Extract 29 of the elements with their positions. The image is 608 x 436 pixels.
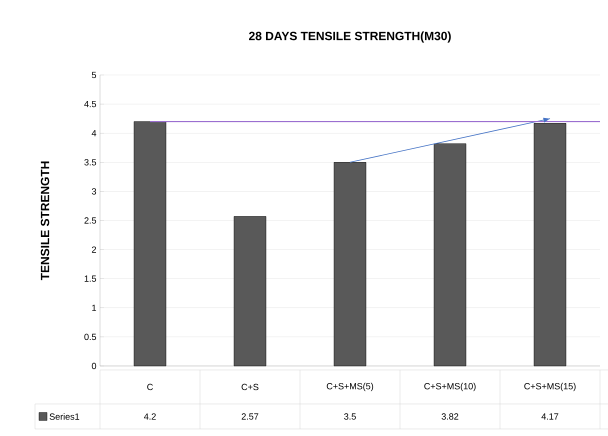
bar — [234, 216, 266, 366]
x-tick-label: C+S+MS(15) — [524, 382, 576, 392]
y-tick-label: 2.5 — [84, 217, 96, 224]
y-tick-label: 2 — [92, 246, 96, 253]
y-axis-title: TENSILE STRENGTH — [40, 162, 50, 280]
y-tick-label: 4 — [92, 130, 96, 136]
y-tick-label: 3.5 — [84, 159, 96, 166]
bar — [134, 121, 166, 366]
bar — [434, 143, 466, 366]
y-tick-label: 1.5 — [84, 276, 96, 282]
x-tick-label: C+S+MS(10) — [424, 382, 476, 392]
data-label: 3.82 — [442, 413, 458, 420]
y-tick-label: 1 — [92, 304, 96, 311]
data-label: 2.57 — [242, 413, 258, 420]
chart-title: 28 DAYS TENSILE STRENGTH(M30) — [249, 31, 451, 43]
y-tick-label: 4.5 — [84, 100, 96, 108]
y-tick-label: 0 — [92, 362, 96, 370]
x-tick-label: C+S+MS(5) — [326, 382, 374, 392]
y-tick-label: 3 — [92, 188, 96, 195]
y-tick-label: 5 — [92, 72, 96, 78]
bar — [334, 162, 366, 366]
bar — [534, 123, 566, 366]
y-tick-label: 0.5 — [84, 334, 96, 340]
data-label: 4.2 — [144, 413, 156, 420]
data-label: 3.5 — [344, 413, 356, 420]
data-label: 4.17 — [541, 413, 558, 420]
x-tick-label: C+S — [242, 384, 258, 390]
legend-label: Series1 — [50, 413, 80, 420]
x-tick-label: C — [147, 384, 153, 390]
